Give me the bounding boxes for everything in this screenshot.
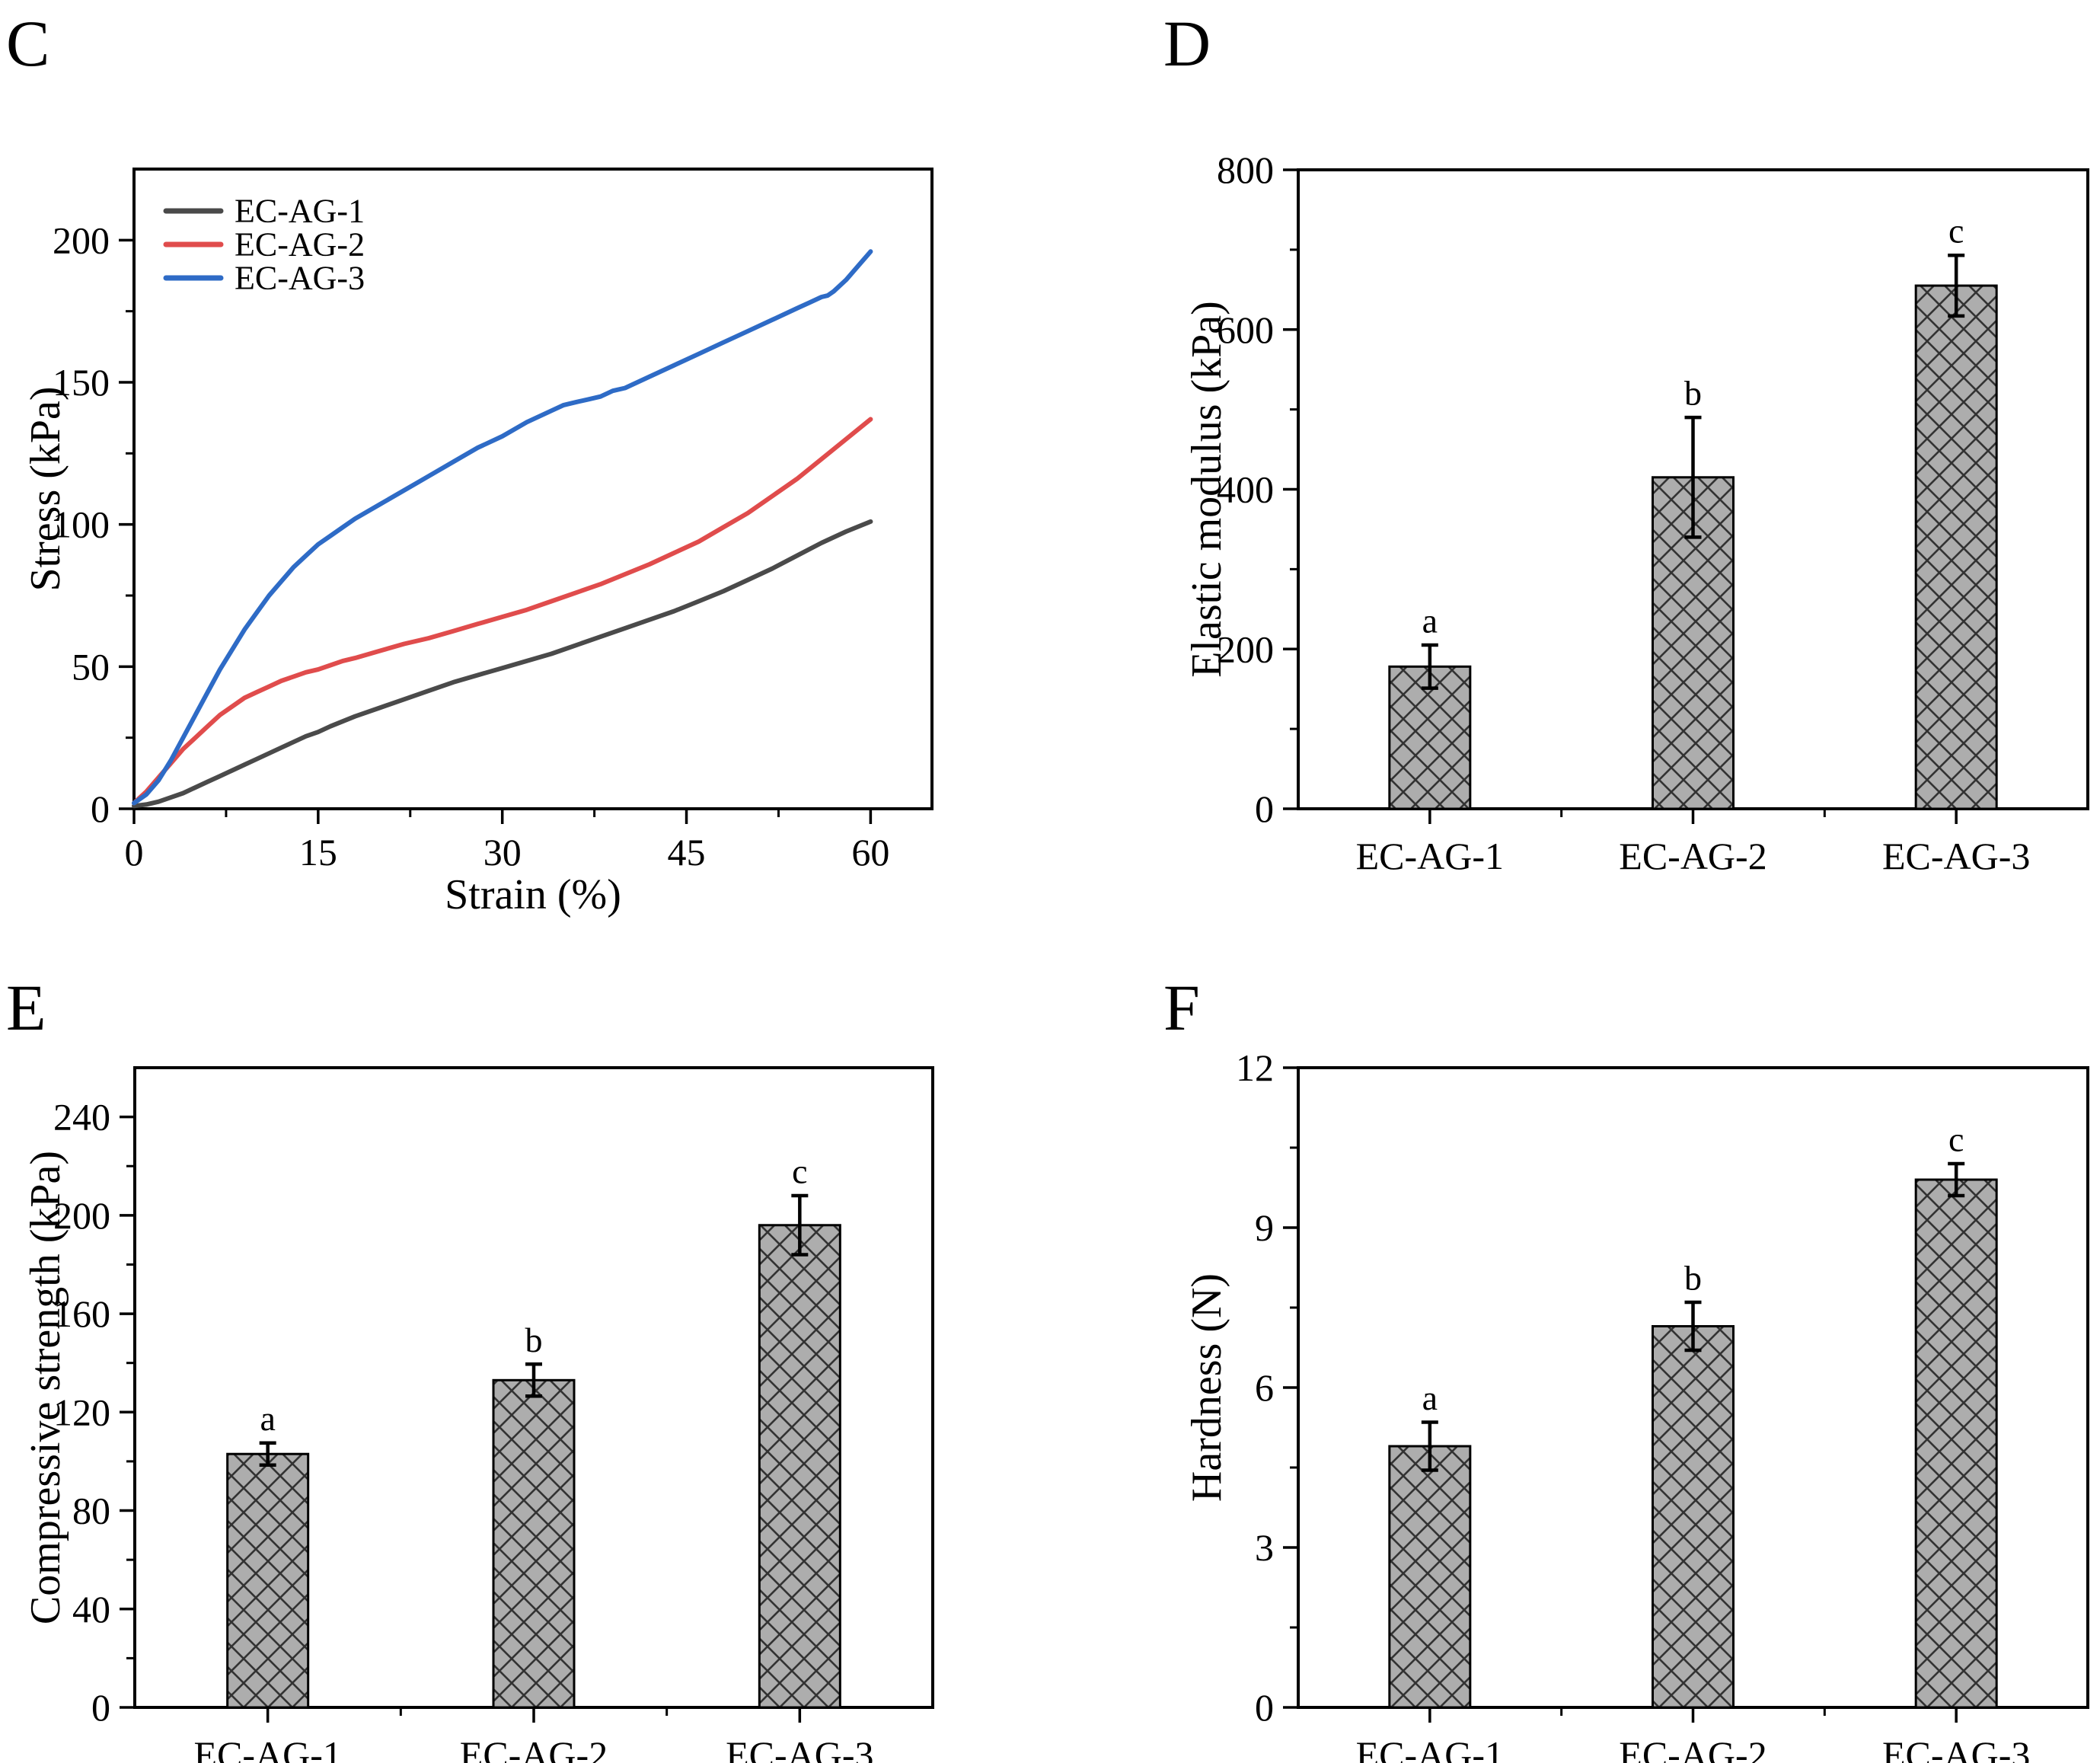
legend-label-EC-AG-2: EC-AG-2 bbox=[235, 226, 365, 263]
sig-label-EC-AG-2: b bbox=[525, 1321, 543, 1359]
y-axis-title: Stress (kPa) bbox=[22, 386, 69, 591]
category-label-EC-AG-1: EC-AG-1 bbox=[1356, 835, 1504, 877]
category-label-EC-AG-3: EC-AG-3 bbox=[1882, 1733, 2030, 1763]
bar-EC-AG-1 bbox=[226, 1452, 310, 1709]
series-line-EC-AG-1 bbox=[132, 519, 873, 809]
y-tick-label: 0 bbox=[1255, 1686, 1274, 1729]
panel-c: C 0 50 100 150 200 Stress (kPa) 0 15 30 45 60 Strai… bbox=[0, 0, 1050, 952]
sig-label-EC-AG-3: c bbox=[1948, 1120, 1964, 1159]
x-tick-label: 45 bbox=[668, 831, 706, 874]
sig-label-EC-AG-1: a bbox=[1422, 602, 1438, 640]
y-tick-label: 120 bbox=[53, 1391, 110, 1433]
y-tick-label: 6 bbox=[1255, 1366, 1274, 1409]
y-tick-label: 40 bbox=[72, 1588, 110, 1630]
y-tick-label: 9 bbox=[1255, 1206, 1274, 1249]
compressive-strength-chart: 0 40 80 120 160 200 240 Compressive strength (k… bbox=[22, 1066, 934, 1763]
y-tick-label: 600 bbox=[1217, 308, 1274, 351]
panel-letter-c: C bbox=[6, 7, 50, 80]
y-tick-label: 200 bbox=[53, 219, 110, 261]
y-tick-label: 150 bbox=[53, 361, 110, 404]
x-tick-label: 0 bbox=[125, 831, 144, 874]
category-label-EC-AG-1: EC-AG-1 bbox=[193, 1733, 341, 1763]
y-axis-title: Elastic modulus (kPa) bbox=[1183, 301, 1230, 678]
category-label-EC-AG-3: EC-AG-3 bbox=[1882, 835, 2030, 877]
y-axis-title: Hardness (N) bbox=[1183, 1273, 1230, 1502]
y-tick-label: 240 bbox=[53, 1096, 110, 1139]
sig-label-EC-AG-3: c bbox=[792, 1152, 807, 1191]
legend-label-EC-AG-1: EC-AG-1 bbox=[235, 193, 365, 230]
category-label-EC-AG-2: EC-AG-2 bbox=[1619, 1733, 1766, 1763]
panel-letter-e: E bbox=[6, 971, 46, 1044]
x-axis-title: Strain (%) bbox=[445, 871, 621, 918]
elastic-modulus-chart: 0 200 400 600 800 Elastic modulus (kPa) a EC-AG… bbox=[1183, 149, 2089, 877]
y-tick-label: 160 bbox=[53, 1292, 110, 1335]
category-label-EC-AG-2: EC-AG-2 bbox=[460, 1733, 608, 1763]
y-tick-label: 200 bbox=[1217, 628, 1274, 670]
panel-f: F 0 3 6 9 12 Hardness (N) a EC-AG-1 b EC-AG-2 c EC-… bbox=[1050, 952, 2100, 1763]
category-label-EC-AG-1: EC-AG-1 bbox=[1356, 1733, 1504, 1763]
panel-letter-d: D bbox=[1163, 7, 1211, 80]
y-tick-label: 100 bbox=[53, 503, 110, 546]
series-line-EC-AG-2 bbox=[132, 417, 873, 806]
y-tick-label: 0 bbox=[91, 1686, 110, 1729]
y-tick-label: 80 bbox=[72, 1490, 110, 1532]
bar-EC-AG-1 bbox=[1388, 1445, 1472, 1709]
y-tick-label: 0 bbox=[91, 787, 110, 830]
sig-label-EC-AG-2: b bbox=[1684, 1259, 1702, 1298]
stress-strain-chart: 0 50 100 150 200 Stress (kPa) 0 15 30 45 60 Strain … bbox=[22, 168, 934, 918]
category-label-EC-AG-3: EC-AG-3 bbox=[726, 1733, 873, 1763]
x-tick-label: 60 bbox=[851, 831, 889, 874]
bar-EC-AG-3 bbox=[1914, 284, 1998, 810]
panel-d: D 0 200 400 600 800 Elastic modulus (kPa) a EC-… bbox=[1050, 0, 2100, 952]
y-axis-title: Compressive strength (kPa) bbox=[22, 1151, 69, 1624]
y-tick-label: 50 bbox=[72, 645, 110, 688]
y-tick-label: 12 bbox=[1236, 1046, 1274, 1089]
legend-label-EC-AG-3: EC-AG-3 bbox=[235, 260, 365, 297]
series-line-EC-AG-3 bbox=[132, 249, 873, 806]
y-tick-label: 3 bbox=[1255, 1526, 1274, 1569]
y-tick-label: 800 bbox=[1217, 149, 1274, 191]
x-tick-label: 15 bbox=[299, 831, 337, 874]
sig-label-EC-AG-1: a bbox=[1422, 1378, 1438, 1417]
hardness-chart: 0 3 6 9 12 Hardness (N) a EC-AG-1 b EC-AG-2 c EC-AG… bbox=[1183, 1046, 2089, 1763]
y-tick-label: 200 bbox=[53, 1194, 110, 1237]
sig-label-EC-AG-3: c bbox=[1948, 212, 1964, 251]
bar-EC-AG-2 bbox=[492, 1378, 576, 1709]
bar-EC-AG-3 bbox=[758, 1224, 841, 1709]
bar-EC-AG-2 bbox=[1652, 1325, 1735, 1709]
panel-letter-f: F bbox=[1163, 971, 1200, 1044]
sig-label-EC-AG-1: a bbox=[260, 1399, 275, 1438]
category-label-EC-AG-2: EC-AG-2 bbox=[1619, 835, 1766, 877]
panel-e: E 0 40 80 120 160 200 240 Compressive strength … bbox=[0, 952, 1050, 1763]
x-tick-label: 30 bbox=[484, 831, 522, 874]
axis-frame bbox=[132, 168, 934, 810]
bar-EC-AG-3 bbox=[1914, 1178, 1998, 1709]
sig-label-EC-AG-2: b bbox=[1684, 374, 1702, 413]
y-tick-label: 0 bbox=[1255, 787, 1274, 830]
y-tick-label: 400 bbox=[1217, 468, 1274, 511]
